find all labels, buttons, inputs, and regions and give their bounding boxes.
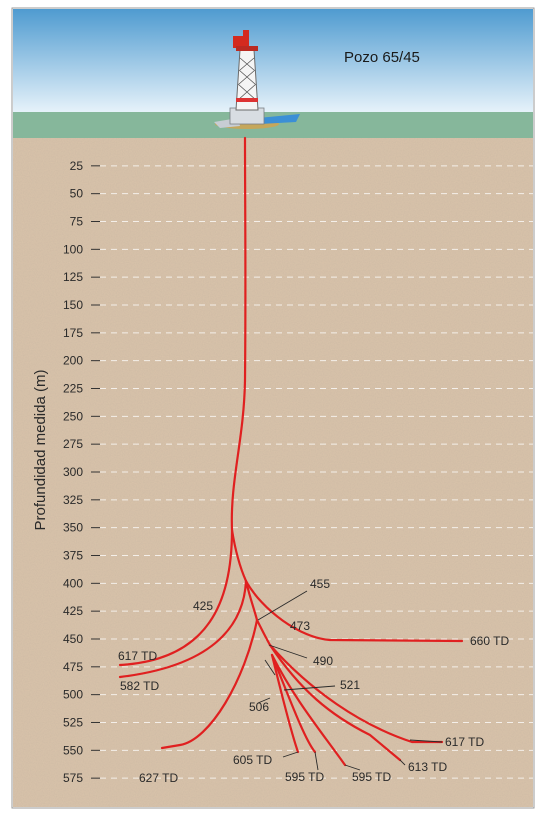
- td-label: 595 TD: [285, 770, 324, 784]
- connector-473: [244, 579, 259, 622]
- junction-label-473: 473: [290, 619, 310, 633]
- drilling-rig-icon: [214, 30, 300, 129]
- connector-425: [230, 528, 248, 583]
- depth-tick-label: 400: [63, 576, 83, 590]
- depth-axis: 25 50 75 100 125 150 175 200 225 250 275 300 325 350 3…: [63, 159, 100, 785]
- depth-tick-label: 250: [63, 409, 83, 423]
- depth-tick-label: 75: [70, 214, 84, 228]
- depth-tick-label: 225: [63, 381, 83, 395]
- sidetrack-613td: [268, 643, 402, 762]
- td-label: 627 TD: [139, 771, 178, 785]
- sky: [13, 9, 533, 112]
- sidetrack-660td: [244, 579, 464, 643]
- depth-tick-label: 575: [63, 771, 83, 785]
- sidetrack-617td-right: [268, 643, 444, 744]
- depth-tick-label: 375: [63, 548, 83, 562]
- sidetrack-627td: [160, 618, 259, 750]
- axis-label: Profundidad medida (m): [32, 370, 49, 531]
- main-bore: [230, 136, 247, 532]
- depth-tick-label: 100: [63, 242, 83, 256]
- depth-tick-label: 500: [63, 688, 83, 702]
- td-label: 582 TD: [120, 679, 159, 693]
- sidetrack-605td: [270, 653, 300, 754]
- depth-tick-label: 550: [63, 743, 83, 757]
- depth-tick-label: 200: [63, 354, 83, 368]
- td-label: 605 TD: [233, 753, 272, 767]
- depth-tick-label: 275: [63, 437, 83, 451]
- depth-tick-label: 475: [63, 660, 83, 674]
- depth-tick-label: 175: [63, 326, 83, 340]
- depth-tick-label: 125: [63, 270, 83, 284]
- well-title: Pozo 65/45: [344, 49, 420, 66]
- td-label: 613 TD: [408, 760, 447, 774]
- depth-tick-label: 425: [63, 604, 83, 618]
- sidetrack-595td-right: [270, 653, 347, 767]
- diagram-border: [11, 7, 535, 809]
- td-label: 660 TD: [470, 634, 509, 648]
- junction-label-490: 490: [313, 654, 333, 668]
- sidetrack-582td: [118, 579, 248, 679]
- junction-label-425: 425: [193, 599, 213, 613]
- leader-lines: [257, 590, 443, 771]
- depth-tick-label: 525: [63, 715, 83, 729]
- junction-label-455: 455: [310, 577, 330, 591]
- depth-tick-label: 325: [63, 493, 83, 507]
- td-label: 617 TD: [445, 735, 484, 749]
- td-label: 595 TD: [352, 770, 391, 784]
- depth-tick-label: 350: [63, 521, 83, 535]
- soil-texture: [13, 138, 533, 807]
- well-paths: [118, 136, 464, 767]
- junction-label-506: 506: [249, 700, 269, 714]
- depth-tick-label: 150: [63, 298, 83, 312]
- depth-tick-label: 300: [63, 465, 83, 479]
- depth-tick-label: 50: [70, 187, 84, 201]
- connector-490: [255, 618, 272, 647]
- sidetrack-617td-left: [118, 528, 234, 667]
- depth-tick-label: 450: [63, 632, 83, 646]
- depth-tick-label: 25: [70, 159, 84, 173]
- junction-label-521: 521: [340, 678, 360, 692]
- sidetrack-595td-left: [270, 653, 317, 754]
- td-label: 617 TD: [118, 649, 157, 663]
